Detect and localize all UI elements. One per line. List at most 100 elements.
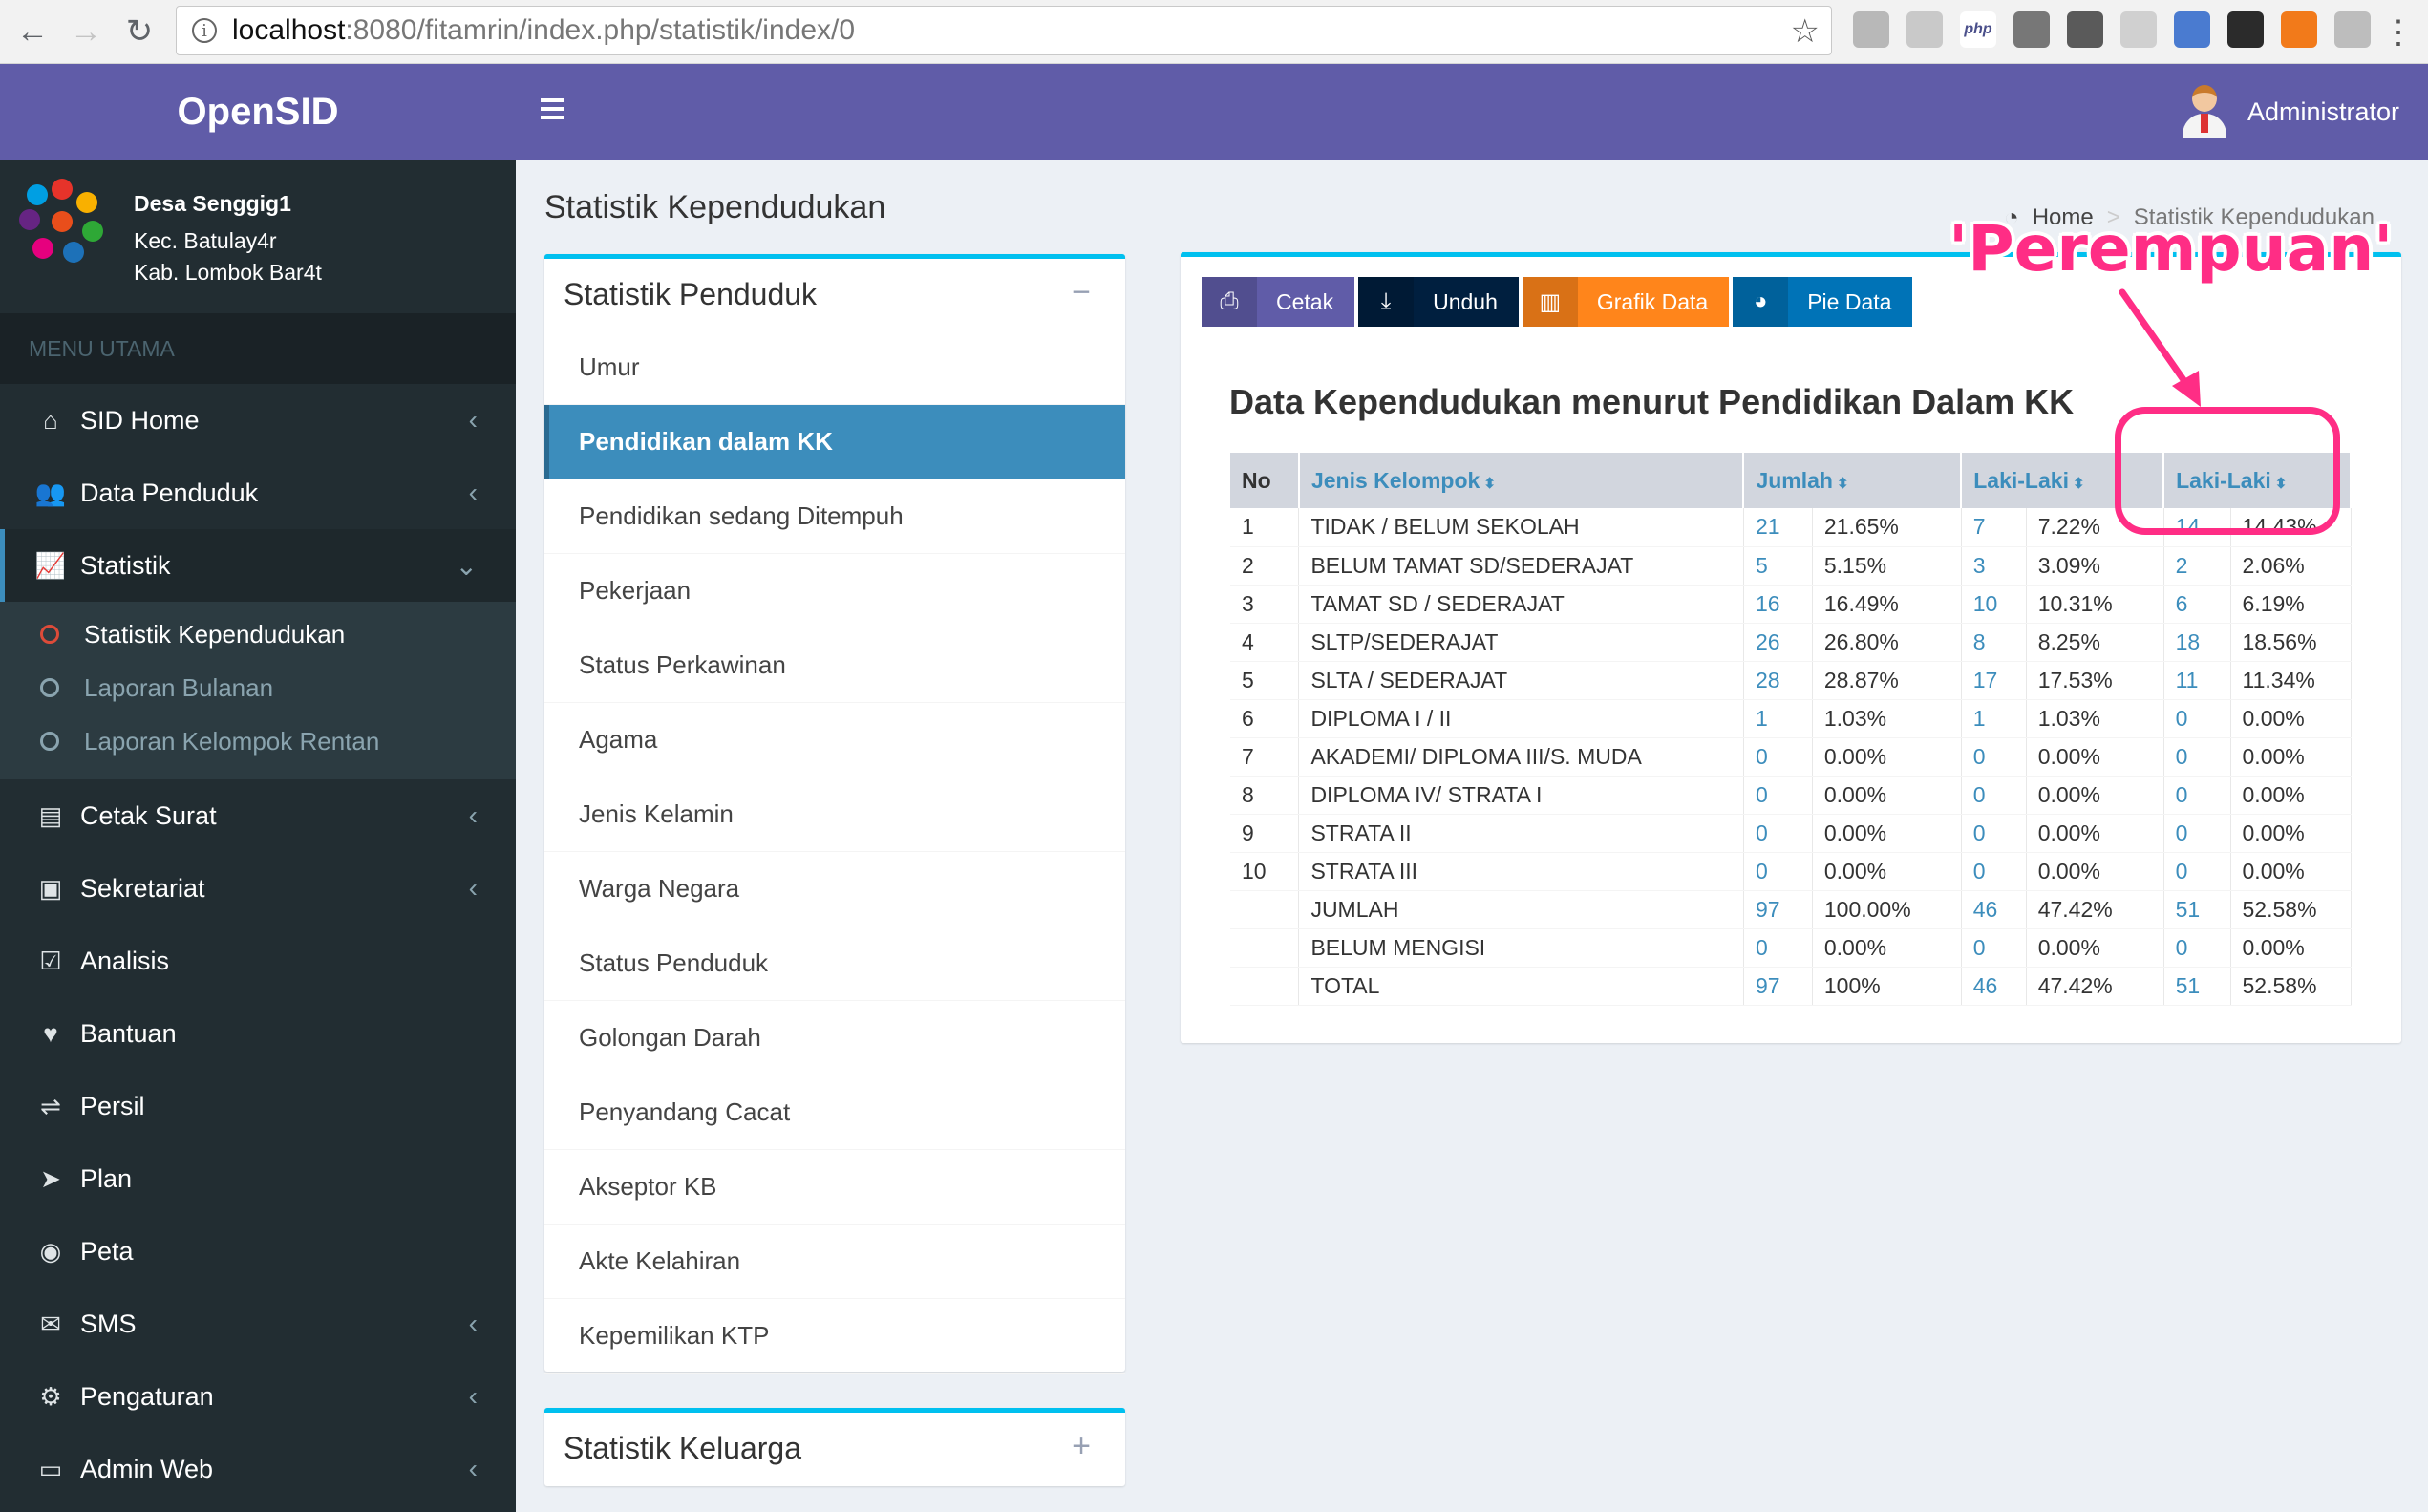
stat-link-umur[interactable]: Umur (544, 330, 1125, 405)
stat-link-agama[interactable]: Agama (544, 703, 1125, 777)
stat-link-golongan-darah[interactable]: Golongan Darah (544, 1001, 1125, 1075)
cell-perempuan[interactable]: 51 (2163, 967, 2231, 1006)
address-bar[interactable]: i localhost:8080/fitamrin/index.php/stat… (176, 6, 1832, 55)
cell-jumlah[interactable]: 0 (1743, 928, 1813, 968)
sidebar-item-persil[interactable]: ⇌ Persil (0, 1070, 516, 1142)
stat-link-status-penduduk[interactable]: Status Penduduk (544, 926, 1125, 1001)
cell-laki[interactable]: 0 (1961, 776, 2027, 815)
col-laki-laki[interactable]: Laki-Laki ⬍ (1961, 453, 2165, 508)
cell-perempuan[interactable]: 0 (2163, 737, 2231, 777)
cell-laki[interactable]: 17 (1961, 661, 2027, 700)
col-jumlah[interactable]: Jumlah ⬍ (1743, 453, 1963, 508)
ext-icon-9[interactable] (2281, 11, 2317, 48)
sidebar-item-pengaturan[interactable]: ⚙ Pengaturan ‹ (0, 1360, 516, 1433)
cell-jumlah[interactable]: 26 (1743, 623, 1813, 662)
sidebar-item-admin-web[interactable]: ▭ Admin Web ‹ (0, 1433, 516, 1505)
expand-icon[interactable]: + (1072, 1428, 1091, 1464)
bookmark-star-icon[interactable]: ☆ (1790, 13, 1820, 50)
cell-perempuan[interactable]: 51 (2163, 890, 2231, 929)
stat-link-kepemilikan-ktp[interactable]: Kepemilikan KTP (544, 1299, 1125, 1374)
cell-jumlah[interactable]: 0 (1743, 814, 1813, 853)
cell-jumlah[interactable]: 97 (1743, 890, 1813, 929)
sidebar-item-sms[interactable]: ✉ SMS ‹ (0, 1288, 516, 1360)
cell-laki[interactable]: 0 (1961, 928, 2027, 968)
brand-logo[interactable]: OpenSID (0, 64, 516, 160)
breadcrumb-home[interactable]: Home (2032, 203, 2094, 230)
cell-jumlah[interactable]: 5 (1743, 546, 1813, 586)
back-icon[interactable]: ← (16, 12, 49, 50)
cell-laki[interactable]: 1 (1961, 699, 2027, 738)
sidebar-item-data-penduduk[interactable]: 👥 Data Penduduk ‹ (0, 457, 516, 529)
sidebar-item-plan[interactable]: ➤ Plan (0, 1142, 516, 1215)
ext-icon-1[interactable] (1853, 11, 1889, 48)
cell-laki[interactable]: 46 (1961, 967, 2027, 1006)
cell-perempuan[interactable]: 11 (2163, 661, 2231, 700)
user-menu[interactable]: Administrator (2181, 85, 2399, 138)
cell-laki[interactable]: 3 (1961, 546, 2027, 586)
cell-laki[interactable]: 0 (1961, 814, 2027, 853)
cell-jumlah[interactable]: 21 (1743, 508, 1813, 547)
cell-jumlah[interactable]: 0 (1743, 852, 1813, 891)
cell-laki[interactable]: 46 (1961, 890, 2027, 929)
cetak-button[interactable]: ⎙ Cetak (1202, 277, 1355, 327)
submenu-item-laporan-kelompok-rentan[interactable]: Laporan Kelompok Rentan (0, 714, 516, 768)
col-perempuan[interactable]: Laki-Laki ⬍ (2163, 453, 2352, 508)
reload-icon[interactable]: ↻ (125, 13, 154, 50)
sidebar-item-cetak-surat[interactable]: ▤ Cetak Surat ‹ (0, 779, 516, 852)
collapse-icon[interactable]: − (1072, 274, 1091, 310)
cell-perempuan[interactable]: 18 (2163, 623, 2231, 662)
ext-icon-4[interactable] (2013, 11, 2050, 48)
cell-perempuan[interactable]: 6 (2163, 585, 2231, 624)
cell-jumlah[interactable]: 16 (1743, 585, 1813, 624)
ext-icon-2[interactable] (1906, 11, 1943, 48)
unduh-button[interactable]: ⤓ Unduh (1358, 277, 1519, 327)
browser-menu-icon[interactable]: ⋮ (2382, 14, 2415, 51)
cell-perempuan[interactable]: 2 (2163, 546, 2231, 586)
site-info-icon[interactable]: i (192, 18, 217, 43)
cell-jumlah[interactable]: 0 (1743, 776, 1813, 815)
ext-icon-6[interactable] (2120, 11, 2157, 48)
grafik-data-button[interactable]: ▥ Grafik Data (1522, 277, 1730, 327)
stat-link-pendidikan-dalam-kk[interactable]: Pendidikan dalam KK (544, 405, 1125, 479)
stat-link-status-perkawinan[interactable]: Status Perkawinan (544, 628, 1125, 703)
stat-link-jenis-kelamin[interactable]: Jenis Kelamin (544, 777, 1125, 852)
sidebar-item-sid-home[interactable]: ⌂ SID Home ‹ (0, 384, 516, 457)
cell-laki[interactable]: 10 (1961, 585, 2027, 624)
ext-icon-5[interactable] (2067, 11, 2103, 48)
stat-link-pendidikan-sedang-ditempuh[interactable]: Pendidikan sedang Ditempuh (544, 479, 1125, 554)
kabupaten: Kab. Lombok Bar4t (134, 260, 322, 285)
sidebar-item-sekretariat[interactable]: ▣ Sekretariat ‹ (0, 852, 516, 925)
cell-jumlah[interactable]: 97 (1743, 967, 1813, 1006)
stat-link-warga-negara[interactable]: Warga Negara (544, 852, 1125, 926)
stat-link-akte-kelahiran[interactable]: Akte Kelahiran (544, 1225, 1125, 1299)
submenu-item-statistik-kependudukan[interactable]: Statistik Kependudukan (0, 607, 516, 661)
cell-laki[interactable]: 8 (1961, 623, 2027, 662)
cell-perempuan[interactable]: 0 (2163, 928, 2231, 968)
php-ext-icon[interactable]: php (1960, 11, 1996, 48)
ext-icon-10[interactable] (2334, 11, 2371, 48)
cell-jumlah[interactable]: 0 (1743, 737, 1813, 777)
cell-laki[interactable]: 7 (1961, 508, 2027, 547)
sidebar-toggle-icon[interactable] (541, 98, 564, 124)
cell-perempuan[interactable]: 0 (2163, 814, 2231, 853)
ext-icon-8[interactable] (2227, 11, 2264, 48)
forward-icon[interactable]: → (70, 12, 102, 50)
pie-data-button[interactable]: ◕ Pie Data (1733, 277, 1913, 327)
ext-icon-7[interactable] (2174, 11, 2210, 48)
cell-perempuan[interactable]: 0 (2163, 699, 2231, 738)
cell-perempuan[interactable]: 0 (2163, 852, 2231, 891)
sidebar-item-analisis[interactable]: ☑ Analisis (0, 925, 516, 997)
cell-laki[interactable]: 0 (1961, 852, 2027, 891)
col-jenis-kelompok[interactable]: Jenis Kelompok ⬍ (1298, 453, 1745, 508)
submenu-item-laporan-bulanan[interactable]: Laporan Bulanan (0, 661, 516, 714)
sidebar-item-statistik[interactable]: 📈 Statistik ⌄ (0, 529, 516, 602)
sidebar-item-peta[interactable]: ◉ Peta (0, 1215, 516, 1288)
cell-jumlah[interactable]: 28 (1743, 661, 1813, 700)
stat-link-penyandang-cacat[interactable]: Penyandang Cacat (544, 1075, 1125, 1150)
cell-jumlah[interactable]: 1 (1743, 699, 1813, 738)
sidebar-item-bantuan[interactable]: ♥ Bantuan (0, 997, 516, 1070)
stat-link-pekerjaan[interactable]: Pekerjaan (544, 554, 1125, 628)
cell-perempuan[interactable]: 0 (2163, 776, 2231, 815)
cell-laki[interactable]: 0 (1961, 737, 2027, 777)
stat-link-akseptor-kb[interactable]: Akseptor KB (544, 1150, 1125, 1225)
